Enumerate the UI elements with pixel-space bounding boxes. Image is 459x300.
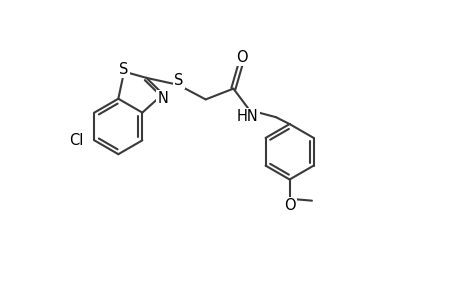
Text: O: O: [283, 198, 295, 213]
Text: O: O: [235, 50, 247, 65]
Text: S: S: [119, 62, 129, 77]
Text: Cl: Cl: [69, 133, 84, 148]
Text: N: N: [157, 91, 168, 106]
Text: S: S: [174, 73, 184, 88]
Text: HN: HN: [236, 109, 258, 124]
